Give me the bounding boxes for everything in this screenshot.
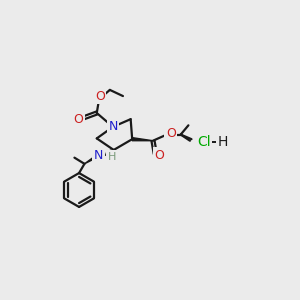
Text: H: H (218, 135, 228, 149)
Text: N: N (94, 149, 103, 162)
Polygon shape (85, 154, 99, 164)
Text: O: O (166, 127, 175, 140)
Text: O: O (95, 90, 105, 103)
Text: H: H (108, 152, 116, 162)
Text: Cl: Cl (197, 135, 211, 149)
Text: O: O (154, 149, 164, 162)
Polygon shape (132, 138, 153, 141)
Text: O: O (74, 113, 83, 126)
Text: N: N (108, 120, 118, 134)
